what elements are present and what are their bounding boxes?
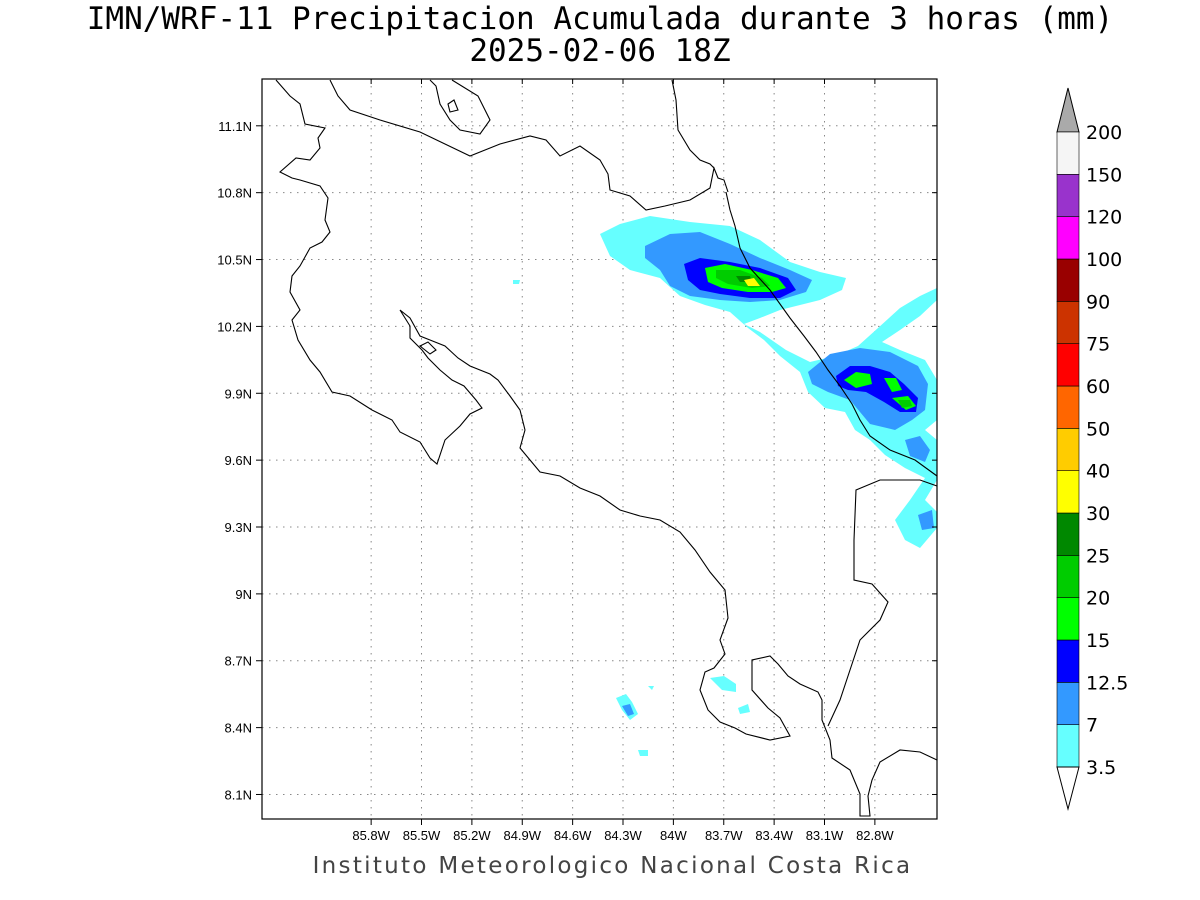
precip-area-15-east-2 [884, 378, 902, 392]
lat-tick-label: 9N [235, 587, 252, 602]
lat-tick-label: 8.1N [225, 787, 252, 802]
colorbar-label: 75 [1086, 334, 1110, 356]
colorbar-swatch [1056, 682, 1080, 725]
colorbar-swatch [1056, 343, 1080, 387]
lat-tick-label: 9.6N [225, 453, 252, 468]
colorbar-swatch [1056, 258, 1080, 302]
lon-tick-label: 84.9W [503, 828, 541, 843]
lon-tick-label: 84W [660, 828, 687, 843]
colorbar-swatch [1056, 724, 1080, 768]
lat-tick-label: 10.5N [217, 253, 252, 268]
graticule [262, 79, 937, 819]
precip-band-30 [744, 278, 760, 286]
precip-area-20-east [898, 400, 912, 408]
north-coast-east [671, 79, 715, 169]
longitude-axis: 85.8W 85.5W 85.2W 84.9W 84.6W 84.3W 84W 83.7W 83… [352, 79, 894, 843]
colorbar-swatch [1056, 470, 1080, 514]
colorbar-label: 100 [1086, 249, 1122, 271]
coastlines [275, 79, 938, 817]
colorbar-label: 15 [1086, 630, 1110, 652]
colorbar-label: 40 [1086, 461, 1110, 483]
lon-tick-label: 85.8W [352, 828, 390, 843]
colorbar-swatch [1056, 131, 1080, 175]
colorbar-swatch [1056, 597, 1080, 641]
colorbar-label: 7 [1086, 715, 1098, 737]
nicaragua-caribbean [329, 79, 729, 211]
lon-tick-label: 85.2W [453, 828, 491, 843]
colorbar-swatch [1056, 639, 1080, 683]
colorbar: 3.5 7 12.5 15 20 25 30 40 50 60 75 90 100 120 150 200 [1056, 87, 1128, 811]
puerto-island [418, 341, 437, 355]
lat-tick-label: 8.4N [225, 721, 252, 736]
precip-area-7-se [918, 510, 934, 530]
lon-tick-label: 83.4W [755, 828, 793, 843]
colorbar-label: 90 [1086, 291, 1110, 313]
lon-tick-label: 84.6W [554, 828, 592, 843]
lon-tick-label: 83.1W [806, 828, 844, 843]
colorbar-label: 3.5 [1086, 757, 1116, 779]
colorbar-under-triangle [1056, 766, 1080, 811]
costa-rica-panama-border [725, 191, 938, 477]
lat-tick-label: 9.3N [225, 520, 252, 535]
lon-tick-label: 84.3W [604, 828, 642, 843]
chart-subtitle: 2025-02-06 18Z [469, 33, 731, 69]
lon-tick-label: 83.7W [705, 828, 743, 843]
latitude-axis: 11.1N 10.8N 10.5N 10.2N 9.9N 9.6N 9.3N 9N 8.7N 8.… [217, 119, 937, 802]
lake-island [447, 99, 459, 113]
precip-area-osa-2 [710, 676, 736, 692]
colorbar-swatch [1056, 216, 1080, 260]
nicaragua-lake-shore [275, 79, 938, 817]
lat-tick-label: 9.9N [225, 386, 252, 401]
colorbar-label: 60 [1086, 376, 1110, 398]
precip-area-osa-5 [648, 686, 654, 690]
colorbar-label: 20 [1086, 588, 1110, 610]
map-frame [261, 78, 938, 820]
map-panel: 85.8W 85.5W 85.2W 84.9W 84.6W 84.3W 84W 83.7W 83… [217, 78, 938, 843]
lat-tick-label: 10.2N [217, 319, 252, 334]
colorbar-over-triangle [1056, 87, 1080, 133]
lon-tick-label: 82.8W [856, 828, 894, 843]
chart-title: IMN/WRF-11 Precipitacion Acumulada duran… [86, 1, 1114, 37]
precip-area-small-1 [513, 280, 520, 284]
precip-area-7-osa [622, 704, 634, 716]
north-coast [429, 79, 491, 135]
credit-text: Instituto Meteorologico Nacional Costa R… [312, 853, 913, 879]
lat-tick-label: 8.7N [225, 654, 252, 669]
colorbar-swatch [1056, 512, 1080, 556]
colorbar-label: 30 [1086, 503, 1110, 525]
precip-area-osa-3 [738, 704, 750, 714]
colorbar-label: 200 [1086, 122, 1122, 144]
colorbar-label: 120 [1086, 207, 1122, 229]
precip-area-7-coast [905, 436, 930, 462]
precip-area-15-east-1 [844, 372, 872, 388]
colorbar-swatch [1056, 428, 1080, 471]
lat-tick-label: 11.1N [218, 119, 252, 134]
precip-area-osa-4 [638, 750, 648, 756]
colorbar-swatch [1056, 301, 1080, 344]
lat-tick-label: 10.8N [217, 186, 252, 201]
colorbar-swatch [1056, 385, 1080, 429]
precipitation-field [513, 216, 937, 756]
panama-coast [827, 479, 938, 727]
colorbar-label: 50 [1086, 418, 1110, 440]
lon-tick-label: 85.5W [403, 828, 441, 843]
colorbar-label: 150 [1086, 164, 1122, 186]
colorbar-swatch [1056, 555, 1080, 598]
colorbar-label: 12.5 [1086, 672, 1128, 694]
colorbar-label: 25 [1086, 545, 1110, 567]
precip-area-30-north [744, 278, 760, 286]
colorbar-swatch [1056, 174, 1080, 217]
